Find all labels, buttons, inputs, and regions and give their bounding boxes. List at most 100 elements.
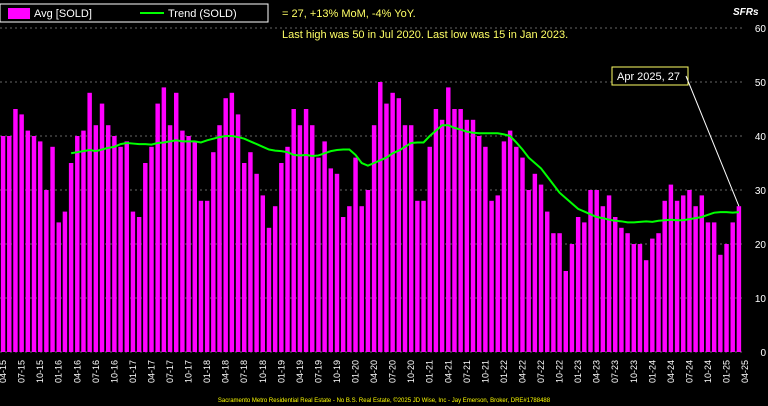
x-tick-label: 07-24: [684, 360, 694, 383]
y-tick-label: 0: [760, 348, 766, 359]
footer-credit: Sacramento Metro Residential Real Estate…: [218, 397, 551, 404]
bar: [31, 136, 37, 352]
bar: [56, 222, 61, 352]
bar: [606, 195, 612, 352]
x-tick-label: 10-23: [629, 360, 639, 383]
bar: [650, 238, 655, 352]
x-tick-label: 07-21: [462, 360, 472, 383]
bar: [402, 125, 408, 352]
bar: [538, 184, 544, 352]
bar: [347, 206, 352, 352]
x-tick-label: 04-17: [146, 360, 156, 383]
bar: [427, 146, 432, 352]
x-tick-label: 07-18: [239, 360, 249, 383]
x-tick-label: 10-24: [703, 360, 713, 383]
trend-line: [70, 124, 739, 224]
bar: [681, 195, 686, 352]
bar: [452, 109, 457, 352]
bar: [359, 206, 364, 352]
bars: [0, 82, 742, 353]
bar: [167, 125, 173, 352]
y-tick-label: 30: [755, 186, 767, 197]
bar: [433, 109, 439, 352]
bar: [458, 109, 463, 352]
bar: [223, 98, 228, 352]
x-tick-label: 07-16: [91, 360, 101, 383]
bar: [186, 136, 191, 352]
callout-label: Apr 2025, 27: [617, 71, 680, 83]
bar: [736, 206, 742, 352]
bar: [248, 152, 253, 352]
bar: [25, 130, 31, 352]
x-tick-label: 01-22: [499, 360, 509, 383]
x-tick-label: 04-23: [592, 360, 602, 383]
bar: [501, 141, 507, 352]
bar: [724, 244, 729, 352]
x-tick-label: 07-15: [17, 360, 27, 383]
bar: [310, 125, 315, 352]
x-tick-label: 01-23: [573, 360, 583, 383]
annotation-high-low: Last high was 50 in Jul 2020. Last low w…: [282, 29, 568, 41]
bar: [37, 141, 43, 352]
bar: [124, 141, 129, 352]
bar: [285, 146, 290, 352]
bar: [526, 190, 531, 352]
bar: [279, 163, 284, 352]
bar: [439, 119, 445, 352]
bar: [81, 130, 86, 352]
bar: [118, 146, 123, 352]
bar: [334, 173, 340, 352]
bar: [705, 222, 711, 352]
bar: [130, 211, 136, 352]
bar: [588, 190, 593, 352]
x-tick-label: 04-21: [443, 360, 453, 383]
bar: [75, 136, 80, 352]
bar: [489, 200, 494, 352]
bar: [229, 92, 235, 353]
legend-box: [0, 3, 269, 23]
bar: [637, 244, 643, 352]
bar: [272, 206, 278, 352]
bar: [464, 119, 470, 352]
bar: [730, 222, 735, 352]
bar: [260, 195, 266, 352]
bar: [136, 217, 142, 352]
bar: [204, 200, 210, 352]
bar: [174, 92, 179, 353]
x-tick-label: 10-21: [480, 360, 490, 383]
bar: [699, 195, 705, 352]
bar: [718, 254, 723, 352]
bar: [619, 227, 624, 352]
x-tick-label: 04-24: [666, 360, 676, 383]
bar: [353, 157, 358, 352]
bar: [545, 211, 550, 352]
bar: [643, 260, 649, 352]
bar: [668, 184, 674, 352]
x-tick-label: 04-16: [72, 360, 82, 383]
bar: [44, 190, 49, 352]
legend-label-trend: Trend (SOLD): [168, 8, 237, 20]
x-tick-label: 10-17: [184, 360, 194, 383]
bar: [93, 125, 99, 352]
legend-label-avg: Avg [SOLD]: [34, 8, 92, 20]
bar: [149, 146, 154, 352]
x-tick-label: 01-25: [722, 360, 732, 383]
bar: [575, 217, 581, 352]
bar: [476, 136, 482, 352]
bar: [514, 146, 519, 352]
bar: [0, 136, 6, 352]
bar: [19, 114, 24, 353]
x-tick-label: 10-15: [35, 360, 45, 383]
bar: [625, 233, 630, 352]
bar: [365, 190, 371, 352]
bar: [99, 103, 105, 352]
y-tick-label: 60: [755, 24, 767, 35]
y-axis-ticks: 0 10 20 30 40 50 60: [755, 24, 767, 359]
x-tick-label: 01-21: [425, 360, 435, 383]
x-tick-label: 04-22: [517, 360, 527, 383]
annotation-current: = 27, +13% MoM, -4% YoY.: [282, 8, 416, 20]
x-tick-label: 10-22: [555, 360, 565, 383]
x-tick-label: 10-16: [109, 360, 119, 383]
